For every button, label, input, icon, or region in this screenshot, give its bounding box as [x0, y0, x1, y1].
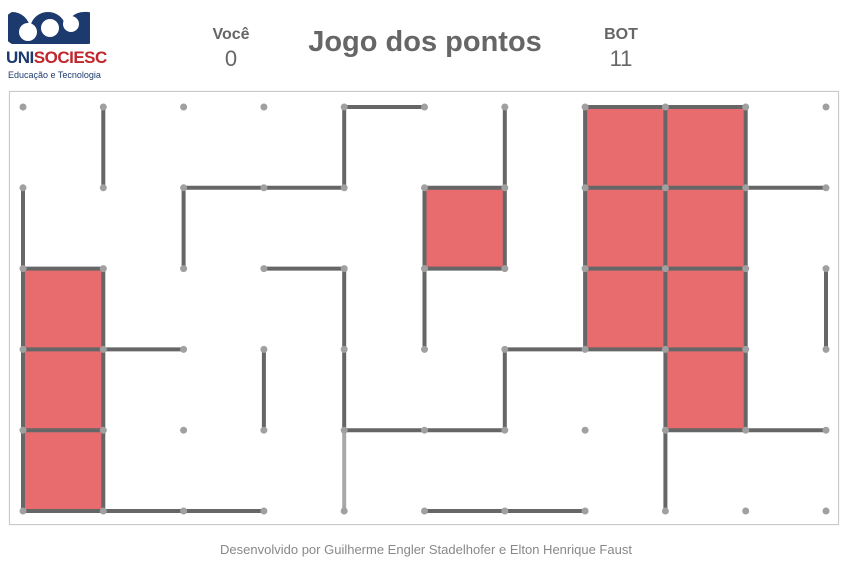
- captured-box: [585, 268, 666, 350]
- grid-dot: [340, 184, 348, 192]
- grid-dot: [99, 426, 107, 434]
- grid-dot: [180, 426, 188, 434]
- grid-dot: [742, 426, 750, 434]
- captured-box: [665, 187, 746, 269]
- grid-dot: [340, 507, 348, 515]
- grid-dot: [421, 184, 428, 192]
- grid-dot: [501, 426, 509, 434]
- page-title: Jogo dos pontos: [308, 26, 542, 58]
- grid-dot: [99, 507, 107, 515]
- player-score-label: Você: [212, 26, 250, 43]
- grid-dot: [260, 184, 268, 192]
- grid-dot: [340, 103, 348, 111]
- grid-dot: [19, 507, 27, 515]
- grid-dot: [581, 507, 589, 515]
- game-board-frame: [9, 91, 839, 525]
- grid-dot: [822, 426, 830, 434]
- grid-dot: [822, 345, 830, 353]
- captured-box: [585, 107, 666, 188]
- grid-dot: [661, 103, 669, 111]
- grid-dot: [260, 426, 268, 434]
- grid-dot: [99, 184, 107, 192]
- grid-dot: [19, 345, 27, 353]
- grid-dot: [581, 184, 589, 192]
- grid-dot: [99, 345, 107, 353]
- captured-box: [665, 107, 746, 188]
- grid-dot: [99, 265, 107, 273]
- grid-dot: [742, 184, 750, 192]
- grid-dot: [421, 507, 428, 515]
- grid-dot: [742, 265, 750, 273]
- grid-dot: [260, 265, 268, 273]
- captured-box: [23, 430, 104, 511]
- grid-dot: [501, 507, 509, 515]
- player-score-value: 0: [224, 46, 238, 71]
- grid-dot: [421, 426, 428, 434]
- grid-dot: [661, 345, 669, 353]
- unisociesc-logo: UNISOCIESC Educação e Tecnologia: [6, 6, 107, 82]
- grid-dot: [260, 345, 268, 353]
- grid-dot: [99, 103, 107, 111]
- logo-mark-icon: [8, 11, 90, 44]
- captured-box: [23, 268, 104, 350]
- captured-box: [665, 349, 746, 431]
- grid-dot: [260, 507, 268, 515]
- grid-dot: [421, 103, 428, 111]
- grid-dot: [180, 345, 188, 353]
- grid-dot: [822, 265, 830, 273]
- grid-dot: [180, 103, 188, 111]
- grid-dot: [742, 345, 750, 353]
- captured-box: [23, 349, 104, 431]
- grid-dot: [260, 103, 268, 111]
- grid-dot: [581, 426, 589, 434]
- grid-dot: [501, 103, 509, 111]
- grid-dot: [742, 507, 750, 515]
- grid-dot: [180, 507, 188, 515]
- bot-score-label: BOT: [604, 26, 638, 43]
- grid-dot: [661, 507, 669, 515]
- captured-box: [424, 187, 505, 269]
- grid-dot: [581, 265, 589, 273]
- grid-dot: [501, 184, 509, 192]
- grid-dot: [742, 103, 750, 111]
- captured-box: [585, 187, 666, 269]
- bot-score-value: 11: [609, 46, 633, 71]
- grid-dot: [421, 265, 428, 273]
- grid-dot: [19, 265, 27, 273]
- grid-dot: [501, 345, 509, 353]
- grid-dot: [581, 103, 589, 111]
- grid-dot: [501, 265, 509, 273]
- grid-dot: [180, 184, 188, 192]
- logo-wordmark: UNISOCIESC: [6, 48, 107, 67]
- grid-dot: [19, 426, 27, 434]
- grid-dot: [661, 184, 669, 192]
- logo-subtitle: Educação e Tecnologia: [8, 70, 101, 80]
- footer-credits: Desenvolvido por Guilherme Engler Stadel…: [220, 542, 632, 557]
- grid-dot: [822, 184, 830, 192]
- grid-dot: [340, 345, 348, 353]
- grid-dot: [661, 426, 669, 434]
- grid-dot: [581, 345, 589, 353]
- grid-dot: [822, 507, 830, 515]
- bot-score: BOT 11: [590, 26, 652, 72]
- grid-dot: [421, 345, 428, 353]
- captured-box: [665, 268, 746, 350]
- player-score: Você 0: [200, 26, 262, 72]
- grid-dot: [19, 103, 27, 111]
- grid-dot: [180, 265, 188, 273]
- grid-dot: [19, 184, 27, 192]
- grid-dot: [661, 265, 669, 273]
- grid-dot: [822, 103, 830, 111]
- grid-dot: [340, 265, 348, 273]
- grid-dot: [340, 426, 348, 434]
